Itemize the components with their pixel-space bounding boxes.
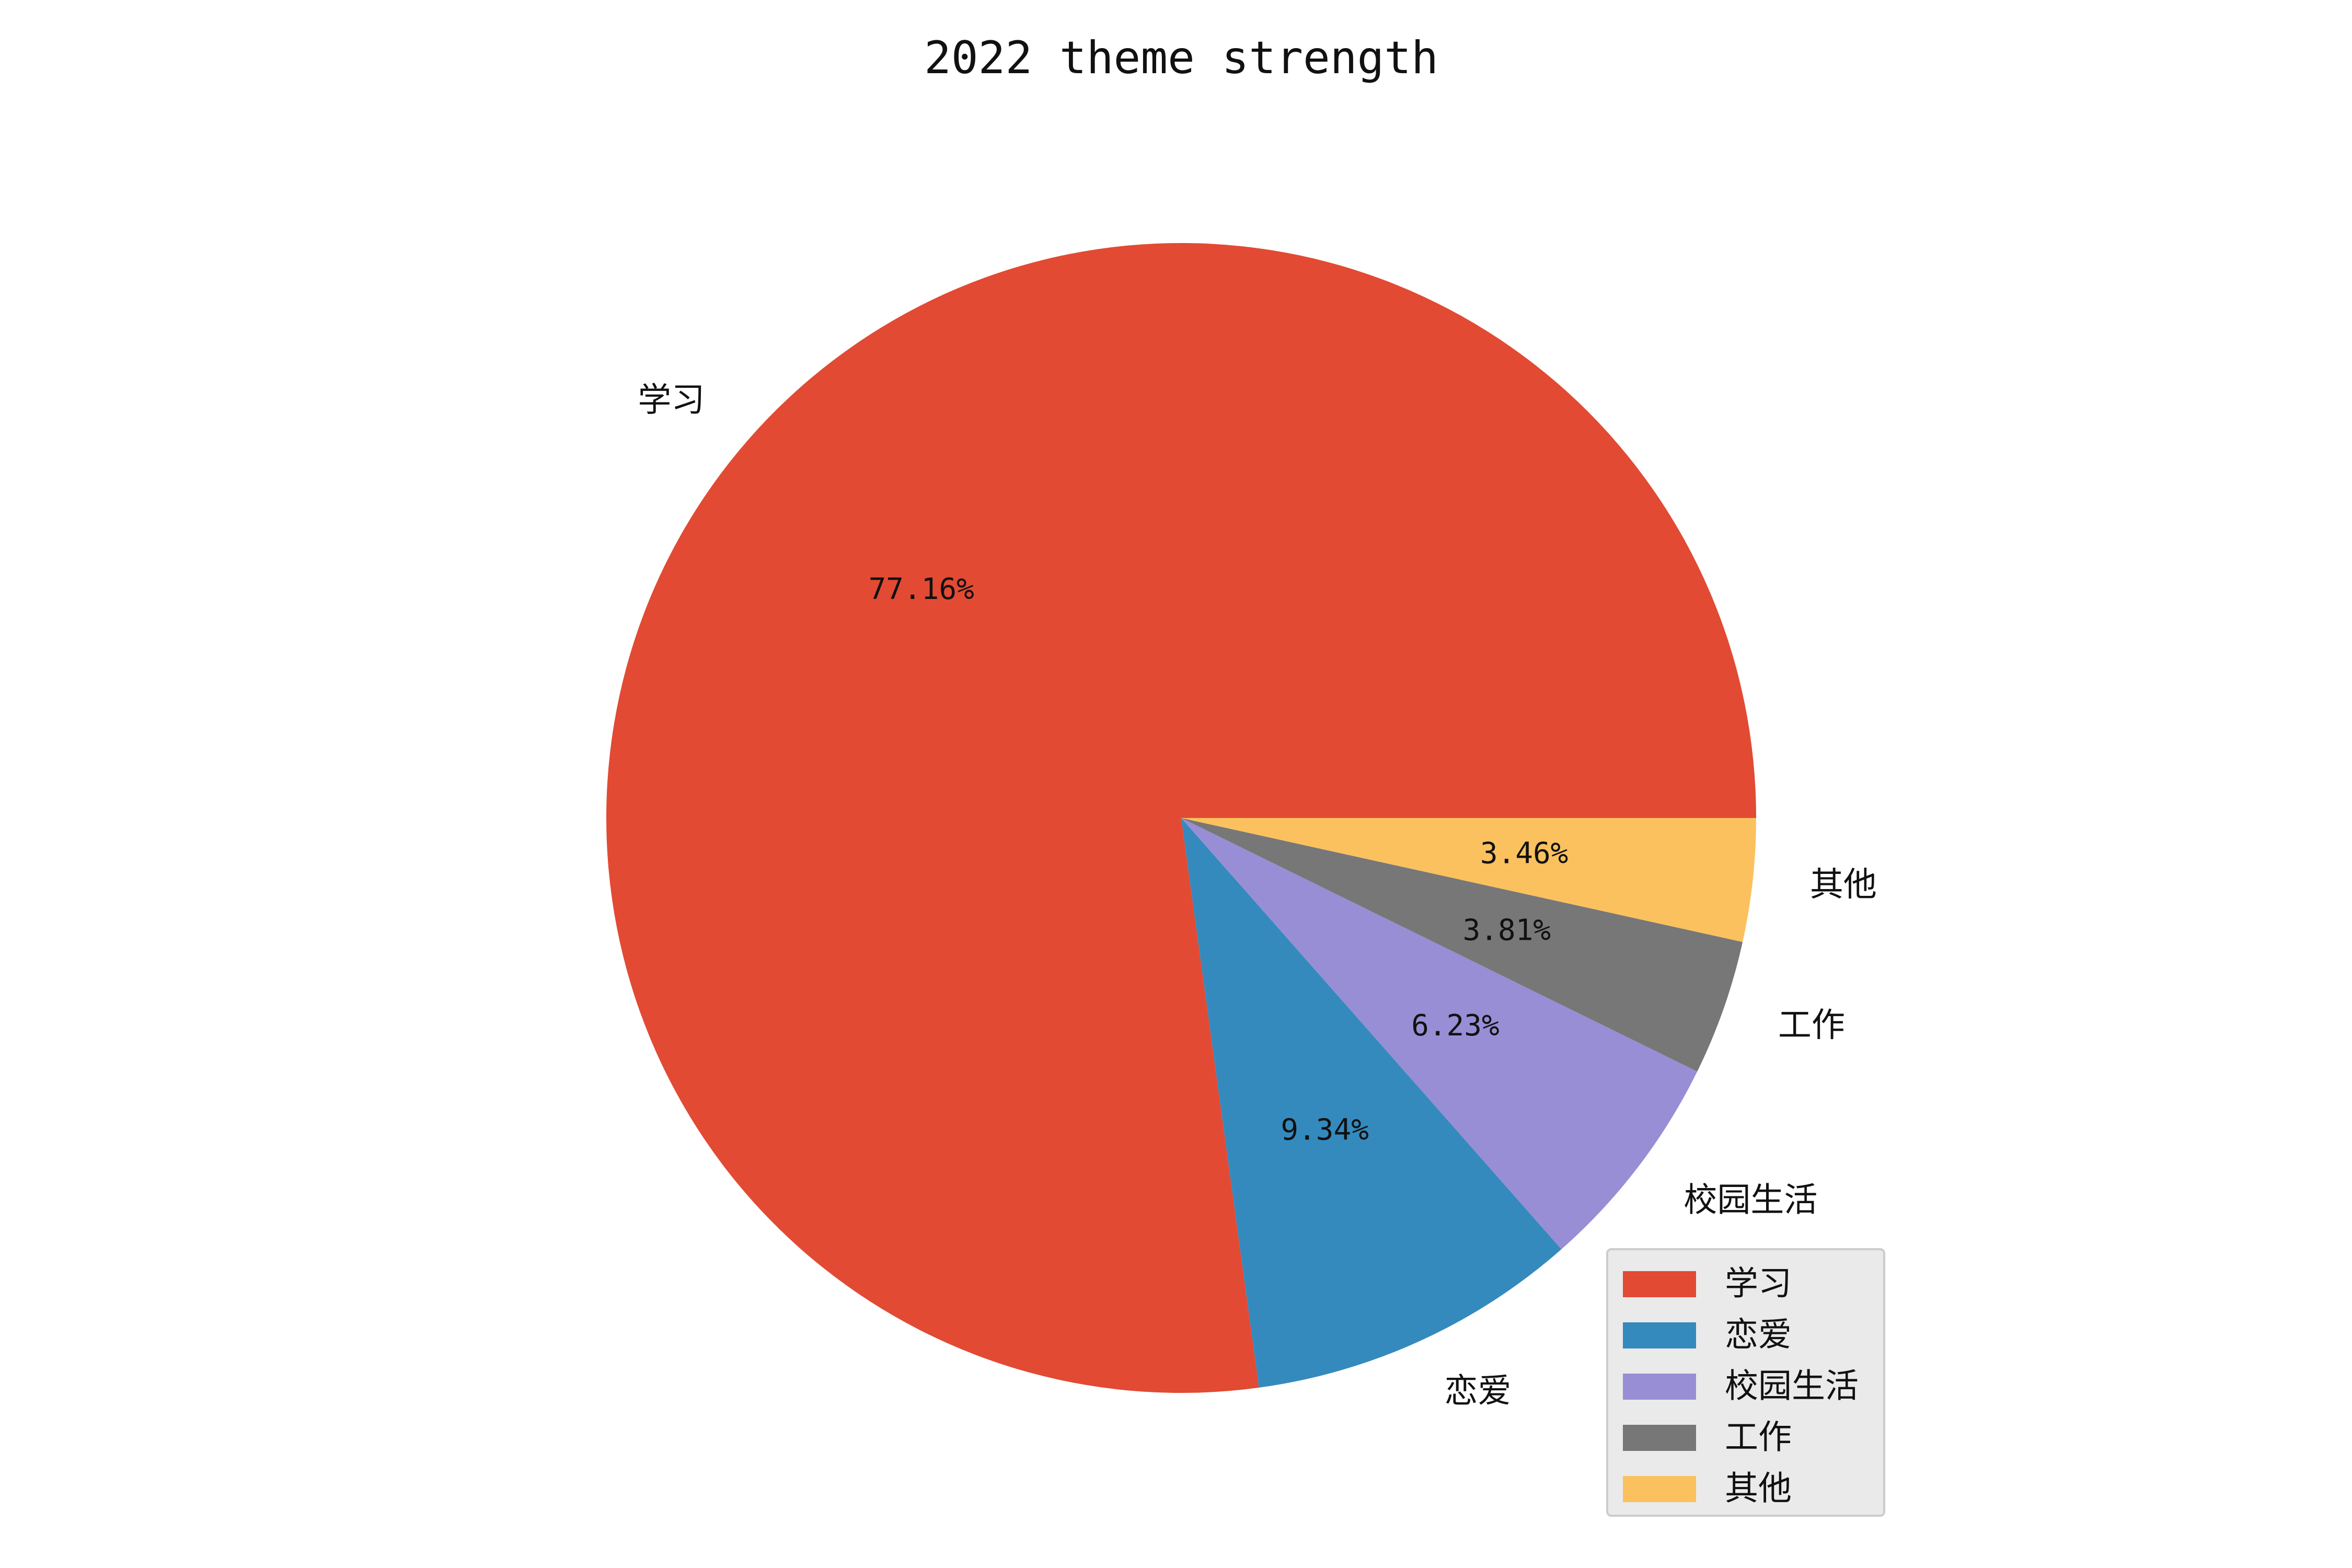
slice-category-label: 其他 xyxy=(1810,866,1877,904)
legend-label: 学习 xyxy=(1725,1265,1792,1304)
slice-percent-label: 6.23% xyxy=(1411,1009,1500,1043)
slice-percent-label: 77.16% xyxy=(869,572,974,606)
slice-category-label: 工作 xyxy=(1778,1006,1845,1045)
slice-category-label: 恋爱 xyxy=(1444,1372,1511,1411)
legend-swatch xyxy=(1623,1476,1696,1502)
legend-swatch xyxy=(1623,1322,1696,1348)
pie-slices xyxy=(606,243,1757,1393)
slice-percent-label: 3.46% xyxy=(1480,837,1569,871)
slice-percent-label: 9.34% xyxy=(1281,1113,1369,1147)
legend-label: 工作 xyxy=(1725,1419,1792,1457)
legend-label: 其他 xyxy=(1725,1470,1792,1508)
legend-label: 校园生活 xyxy=(1725,1367,1859,1406)
pie-slice xyxy=(606,243,1757,1393)
legend-swatch xyxy=(1623,1425,1696,1451)
pie-slice xyxy=(1181,818,1698,1250)
legend-swatch xyxy=(1623,1374,1696,1400)
pie-slice xyxy=(1181,818,1756,942)
legend-label: 恋爱 xyxy=(1725,1316,1792,1355)
slice-category-label: 学习 xyxy=(638,381,705,420)
pie-slice xyxy=(1181,818,1562,1388)
slice-category-label: 校园生活 xyxy=(1684,1181,1817,1219)
slice-percent-label: 3.81% xyxy=(1463,913,1551,947)
chart-title: 2022 theme strength xyxy=(924,32,1438,84)
percent-labels: 77.16% 9.34% 6.23% 3.81% 3.46% xyxy=(869,572,1569,1147)
legend-swatch xyxy=(1623,1271,1696,1297)
pie-slice xyxy=(1181,818,1743,1072)
